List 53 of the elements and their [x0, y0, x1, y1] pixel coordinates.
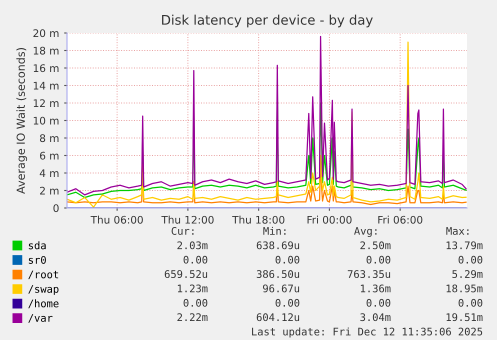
text: 1.23m: [178, 284, 208, 292]
text: 13.79m: [446, 241, 483, 250]
legend-label: /home: [28, 299, 59, 308]
legend-label: /root: [28, 270, 58, 280]
y-tick-label: 18 m: [34, 46, 58, 55]
text: 604.12u: [256, 313, 300, 322]
text: 2.22m: [177, 313, 208, 321]
text: 763.35u: [348, 270, 390, 278]
text: 3.04m: [360, 313, 391, 322]
x-tick-label: Fri 00:00: [308, 216, 352, 224]
y-tick-label: 14 m: [34, 82, 58, 90]
y-axis-title: Average IO Wait (seconds): [16, 48, 28, 194]
y-tick-label: 0: [53, 204, 59, 212]
text: Avg:: [354, 227, 376, 237]
text: Cur:: [172, 227, 194, 235]
x-tick-label: Thu 06:00: [90, 216, 143, 224]
text: Max:: [446, 227, 468, 235]
text: 0.00: [458, 256, 482, 264]
text: 2.50m: [360, 241, 391, 250]
text: 638.69u: [256, 241, 300, 250]
text: 659.52u: [164, 270, 208, 278]
text: 96.67u: [263, 284, 300, 292]
text: 2.03m: [177, 241, 208, 250]
chart-title: Disk latency per device - by day: [162, 14, 373, 28]
y-tick-label: 8 m: [40, 134, 58, 142]
text: 0.00: [366, 298, 390, 307]
y-tick-label: 20 m: [33, 29, 58, 38]
text: 18.95m: [446, 284, 483, 292]
legend-label: /var: [28, 314, 52, 323]
y-tick-label: 4 m: [40, 169, 58, 177]
text: 5.29m: [452, 270, 483, 278]
x-tick-label: Thu 12:00: [161, 216, 214, 224]
y-tick-label: 16 m: [34, 64, 58, 72]
text: 0.00: [184, 256, 208, 264]
x-tick-label: Fri 06:00: [378, 216, 422, 224]
legend-label: sr0: [28, 256, 46, 264]
legend-label: sda: [28, 241, 46, 250]
text: 0.00: [276, 256, 300, 264]
text: Min:: [263, 226, 286, 235]
y-tick-label: 12 m: [34, 99, 58, 107]
x-tick-label: Thu 18:00: [232, 216, 284, 224]
text: 0.00: [276, 298, 300, 307]
y-tick-label: 2 m: [40, 186, 58, 194]
text: 0.00: [184, 298, 208, 307]
text: 386.50u: [256, 270, 300, 278]
text: 19.51m: [446, 313, 483, 322]
y-tick-label: 6 m: [40, 152, 58, 160]
text: 0.00: [366, 256, 390, 264]
text: Last update: Fri Dec 12 11:35:06 2025: [252, 327, 482, 338]
y-tick-label: 10 m: [34, 116, 58, 125]
text: 1.36m: [360, 284, 391, 292]
legend-label: /swap: [28, 285, 59, 295]
text: 0.00: [458, 298, 482, 307]
